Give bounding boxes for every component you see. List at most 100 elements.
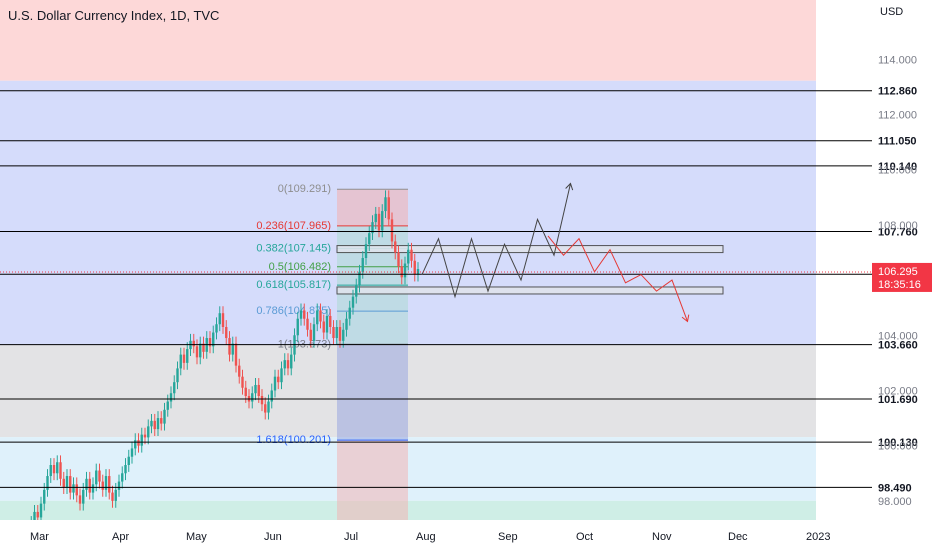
candle: [160, 418, 163, 424]
level-price-label-bg: [872, 222, 932, 241]
candle: [273, 376, 277, 391]
level-price-label-bg: [872, 390, 932, 409]
level-price-label-bg: [872, 433, 932, 452]
candle: [303, 310, 306, 319]
candle: [147, 426, 150, 438]
projection-up-path: [421, 183, 571, 299]
x-axis-tick: Aug: [416, 531, 436, 543]
candle: [234, 343, 238, 366]
level-price-label-bg: [872, 478, 932, 497]
candle: [208, 338, 212, 347]
candle: [130, 448, 134, 457]
candle: [322, 321, 325, 333]
level-price-label-bg: [872, 156, 932, 175]
candle: [163, 409, 166, 424]
y-axis-tick: 104.000: [878, 330, 918, 342]
x-axis-tick: Apr: [112, 531, 129, 543]
candle: [355, 285, 358, 297]
support-box: [336, 286, 724, 295]
candle: [202, 343, 205, 352]
candle: [140, 434, 143, 446]
candle: [335, 327, 338, 339]
x-axis-tick: 2023: [806, 531, 830, 543]
candle: [407, 249, 410, 264]
candle: [358, 271, 361, 286]
x-axis-bg: [0, 520, 932, 550]
candle: [124, 465, 127, 474]
y-axis-tick: 98.000: [878, 496, 912, 508]
projection-down-path-arrowhead: [681, 314, 690, 323]
candle: [52, 465, 56, 474]
x-axis-tick: Dec: [728, 531, 748, 543]
zone-band-top: [0, 0, 816, 81]
candle: [260, 396, 264, 405]
candle: [111, 492, 114, 501]
candle: [228, 338, 231, 355]
candle: [212, 332, 215, 347]
candle: [166, 401, 169, 410]
candle: [332, 327, 335, 339]
last-price-value: 106.295: [878, 266, 918, 278]
candle: [348, 307, 351, 319]
level-price-label: 101.690: [878, 394, 918, 406]
candle: [33, 511, 36, 523]
candle: [267, 401, 270, 413]
x-axis-tick: Nov: [652, 531, 672, 543]
candle: [46, 476, 49, 490]
candle: [306, 318, 309, 330]
candle: [371, 222, 374, 234]
currency-label: USD: [880, 6, 904, 18]
x-axis-tick: Sep: [498, 531, 518, 543]
level-price-label: 112.860: [878, 86, 917, 98]
candle: [127, 456, 130, 465]
fib-level-label: 0(109.291): [278, 183, 331, 195]
candle: [325, 315, 329, 333]
candle: [78, 495, 82, 504]
candle: [215, 324, 218, 333]
symbol-title[interactable]: U.S. Dollar Currency Index, 1D, TVC: [8, 8, 220, 23]
countdown-timer: 18:35:16: [878, 279, 921, 291]
fib-level-label: 0.382(107.145): [256, 242, 331, 254]
candle: [400, 266, 403, 278]
candle: [98, 470, 101, 482]
candle: [150, 420, 153, 427]
candle: [195, 346, 199, 358]
x-axis-tick: Jun: [264, 531, 282, 543]
fib-level-label: 0.786(104.875): [256, 305, 331, 317]
candle: [36, 511, 39, 518]
level-price-label-bg: [872, 81, 932, 100]
fib-level-label: 1.618(100.201): [256, 434, 331, 446]
candle: [309, 329, 312, 341]
candle: [72, 484, 75, 493]
candle: [59, 462, 62, 479]
candle: [390, 219, 394, 242]
candle: [290, 354, 293, 369]
y-axis-tick: 108.000: [878, 220, 918, 232]
y-axis-tick: 110.000: [878, 165, 917, 177]
candle: [264, 404, 267, 413]
candle: [377, 213, 381, 231]
candle: [387, 197, 390, 220]
candle: [231, 343, 234, 355]
level-price-label: 98.490: [878, 482, 912, 494]
candle: [121, 473, 124, 482]
candle: [153, 420, 156, 430]
candle: [43, 489, 46, 504]
candle: [410, 249, 413, 261]
candle: [192, 340, 195, 347]
candle: [62, 478, 65, 488]
candle: [85, 478, 88, 490]
candle: [75, 484, 78, 496]
candle: [225, 327, 228, 339]
candle: [361, 258, 364, 272]
candle: [117, 481, 121, 490]
candle: [114, 489, 117, 501]
x-axis-tick: Oct: [576, 531, 593, 543]
candle: [316, 310, 319, 325]
candle: [137, 440, 140, 446]
candle: [368, 233, 371, 245]
candle: [156, 418, 160, 430]
candle: [199, 343, 202, 358]
